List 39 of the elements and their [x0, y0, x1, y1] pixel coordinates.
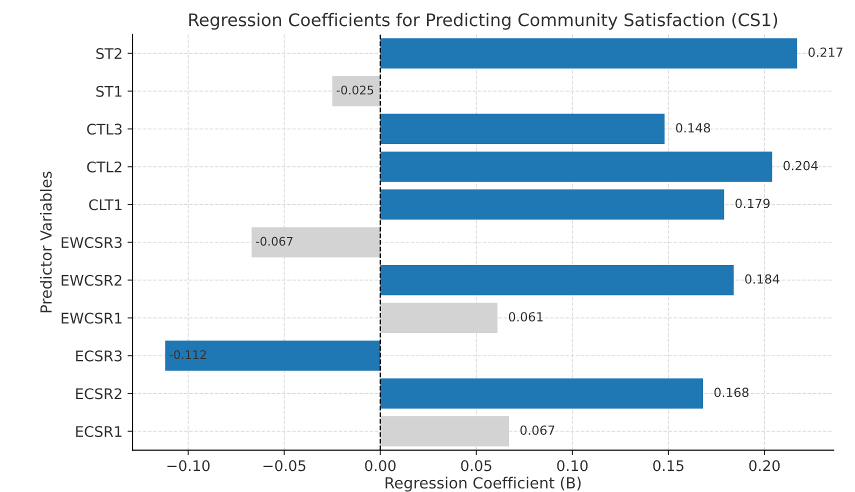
data-label: 0.168	[714, 388, 749, 398]
y-tick-label: EWCSR2	[62, 274, 122, 286]
y-tick-label: CLT1	[89, 199, 122, 210]
y-tick-label: EWCSR1	[62, 312, 122, 324]
x-tick-label: 0.15	[653, 460, 684, 472]
y-tick-label: ST1	[96, 86, 122, 97]
data-label: 0.217	[808, 48, 842, 57]
bar	[380, 264, 734, 296]
y-tick-label: CTL3	[87, 124, 122, 135]
y-tick-label: CTL2	[87, 161, 122, 172]
data-label: 0.061	[508, 312, 543, 322]
chart-title: Regression Coefficients for Predicting Community Satisfaction (CS1)	[189, 12, 778, 30]
x-tick-label: 0.05	[461, 460, 492, 472]
data-label: 0.067	[520, 425, 554, 435]
data-label: -0.025	[336, 86, 374, 95]
y-tick-label: ECSR2	[76, 388, 122, 400]
data-label: 0.204	[784, 160, 818, 170]
bar	[380, 189, 724, 220]
data-label: 0.148	[676, 123, 710, 133]
data-label: 0.184	[745, 274, 780, 284]
y-tick-label: ECSR1	[76, 426, 122, 438]
data-label: -0.112	[170, 350, 206, 360]
y-tick-label: ST2	[96, 48, 122, 60]
y-tick-label: EWCSR3	[62, 237, 122, 248]
x-tick-label: −0.05	[263, 460, 306, 472]
x-tick-label: 0.00	[365, 460, 396, 472]
x-tick-label: 0.10	[557, 460, 588, 472]
data-label: 0.179	[736, 198, 770, 208]
bar	[165, 340, 380, 371]
bar	[380, 114, 665, 144]
x-axis-title: Regression Coefficient (B)	[386, 476, 581, 492]
data-label: -0.067	[256, 236, 293, 246]
x-tick-label: 0.20	[749, 460, 780, 472]
bar	[380, 152, 772, 182]
bar	[380, 378, 704, 409]
y-tick-label: ECSR3	[76, 350, 122, 362]
x-tick-label: −0.10	[167, 460, 210, 472]
bar	[380, 38, 798, 68]
y-axis-title: Predictor Variables	[40, 172, 52, 312]
